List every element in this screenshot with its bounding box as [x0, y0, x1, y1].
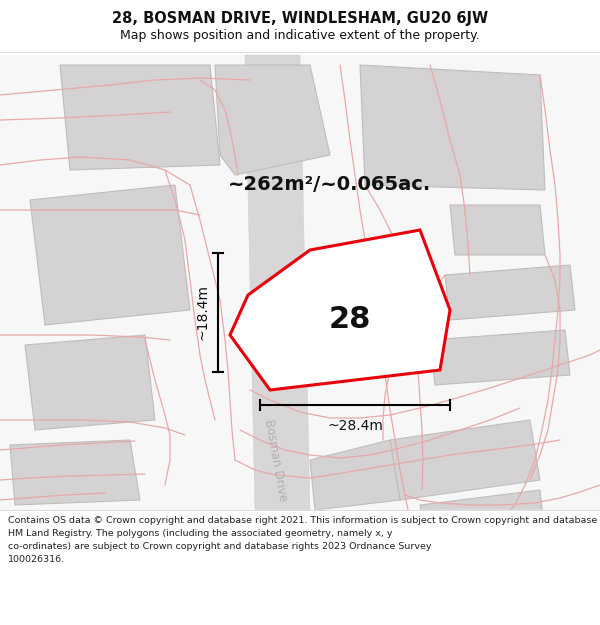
Text: 28: 28	[329, 306, 371, 334]
Text: Bosman Drive: Bosman Drive	[262, 418, 290, 502]
Polygon shape	[360, 65, 545, 190]
Polygon shape	[30, 185, 190, 325]
Polygon shape	[390, 420, 540, 500]
Text: Contains OS data © Crown copyright and database right 2021. This information is : Contains OS data © Crown copyright and d…	[8, 516, 600, 564]
Text: Map shows position and indicative extent of the property.: Map shows position and indicative extent…	[120, 29, 480, 42]
Polygon shape	[60, 65, 220, 170]
Polygon shape	[430, 330, 570, 385]
Polygon shape	[450, 205, 545, 255]
Polygon shape	[245, 55, 310, 510]
Polygon shape	[215, 65, 330, 175]
Text: ~28.4m: ~28.4m	[327, 419, 383, 433]
Text: ~18.4m: ~18.4m	[196, 284, 210, 341]
Text: 28, BOSMAN DRIVE, WINDLESHAM, GU20 6JW: 28, BOSMAN DRIVE, WINDLESHAM, GU20 6JW	[112, 11, 488, 26]
Polygon shape	[10, 440, 140, 505]
Polygon shape	[310, 440, 400, 510]
Polygon shape	[25, 335, 155, 430]
Bar	[0, 510, 600, 625]
Bar	[0, 55, 600, 510]
Polygon shape	[420, 490, 545, 545]
Polygon shape	[445, 265, 575, 320]
Text: ~262m²/~0.065ac.: ~262m²/~0.065ac.	[229, 176, 431, 194]
Polygon shape	[230, 230, 450, 390]
